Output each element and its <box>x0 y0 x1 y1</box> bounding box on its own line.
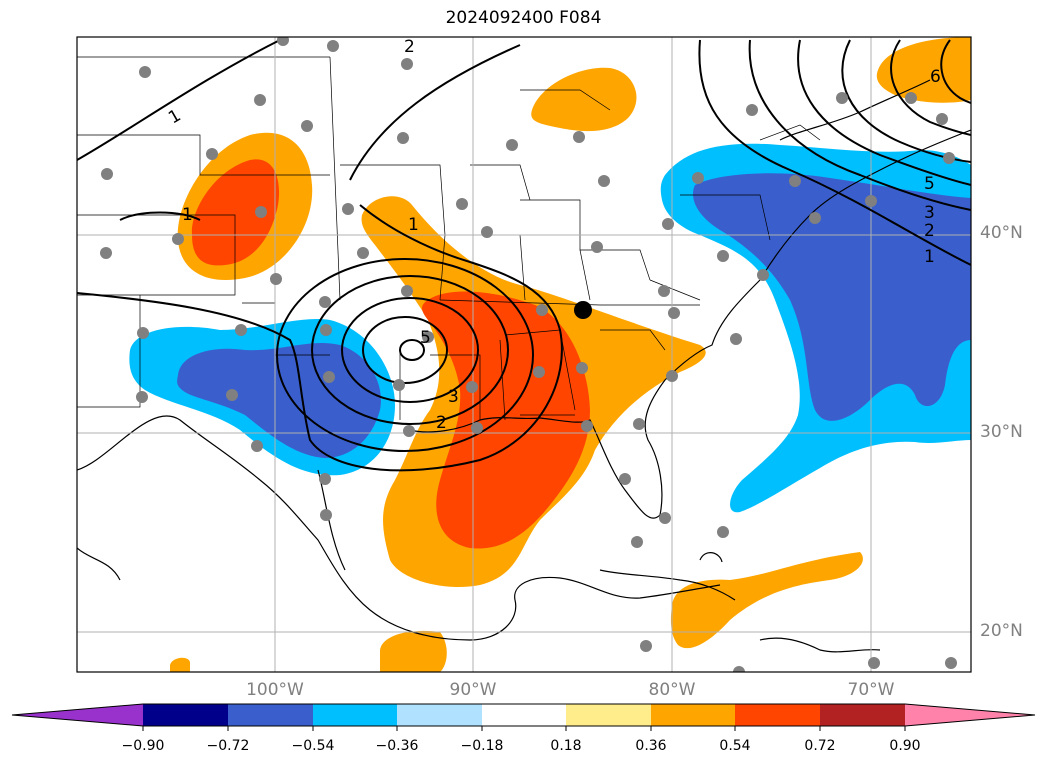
lat-label-40n: 40°N <box>980 223 1023 243</box>
lat-label-20n: 20°N <box>980 621 1023 641</box>
colorbar-extend-low <box>12 704 143 726</box>
contour-label: 2 <box>404 37 415 57</box>
colorbar-tick-label: −0.90 <box>121 738 165 754</box>
colorbar-tick-label: −0.36 <box>375 738 419 754</box>
contour-label: 5 <box>420 328 431 348</box>
lon-label-80w: 80°W <box>648 680 696 700</box>
colorbar-tick-label: −0.18 <box>460 738 504 754</box>
contour-label: 1 <box>408 215 419 235</box>
colorbar-tick-label: −0.54 <box>291 738 335 754</box>
lon-label-100w: 100°W <box>246 680 304 700</box>
contour-label: 2 <box>924 221 935 241</box>
lon-label-70w: 70°W <box>847 680 895 700</box>
colorbar-extend-high <box>905 704 1035 726</box>
map-title: 2024092400 F084 <box>445 8 602 28</box>
colorbar-tick-label: 0.72 <box>804 738 836 754</box>
graticule <box>77 37 971 672</box>
contour-label: 5 <box>924 174 935 194</box>
contour-label: 2 <box>436 413 447 433</box>
contour-label: 3 <box>924 203 935 223</box>
colorbar-tick-label: 0.18 <box>550 738 582 754</box>
contour-label: 1 <box>924 247 935 267</box>
location-marker <box>574 301 592 319</box>
colorbar-tick-label: −0.72 <box>206 738 250 754</box>
station-markers <box>100 37 957 672</box>
colorbar-tick-label: 0.54 <box>719 738 751 754</box>
map-frame <box>76 36 972 673</box>
colorbar-tick-label: 0.36 <box>635 738 667 754</box>
contour-labels: 2 1 6 5 3 2 1 1 5 3 2 1 <box>165 37 941 433</box>
lat-label-30n: 30°N <box>980 422 1023 442</box>
colorbar <box>11 703 1036 731</box>
lon-label-90w: 90°W <box>449 680 497 700</box>
contour-label: 6 <box>930 67 941 87</box>
colorbar-tick-label: 0.90 <box>889 738 921 754</box>
contour-label: 3 <box>448 387 459 407</box>
height-contours <box>77 39 971 472</box>
contour-label: 1 <box>182 205 193 225</box>
